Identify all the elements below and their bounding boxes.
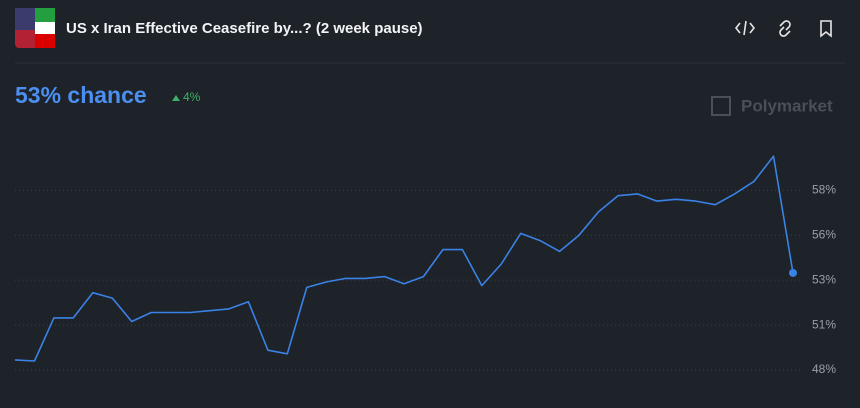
change: 4% [183, 90, 201, 104]
up-arrow [172, 95, 180, 101]
y-tick-label: 48% [812, 362, 836, 376]
flag-icon [15, 8, 55, 48]
watermark-logo [711, 96, 731, 116]
bookmark-icon[interactable] [820, 20, 832, 38]
y-tick-label: 51% [812, 317, 836, 331]
chance: 53% chance [15, 82, 147, 108]
y-tick-label: 56% [812, 227, 836, 241]
y-tick-label: 53% [812, 272, 836, 286]
market-title: US x Iran Effective Ceasefire by...? (2 … [66, 20, 423, 37]
embed-icon[interactable] [734, 20, 756, 36]
toolbar [734, 20, 832, 38]
y-tick-label: 58% [812, 182, 836, 196]
link-icon[interactable] [779, 20, 791, 37]
end-dot [789, 268, 797, 277]
line [14, 155, 794, 362]
watermark: Polymarket [741, 96, 833, 115]
